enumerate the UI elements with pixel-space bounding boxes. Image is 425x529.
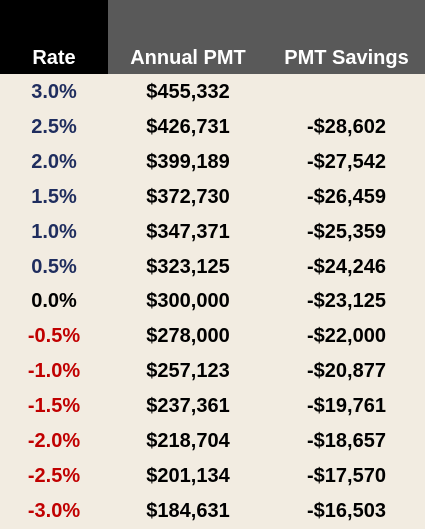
- rate: -2.0%: [27, 430, 81, 452]
- pmt-savings: -$26,459: [307, 185, 386, 208]
- rate: 1.0%: [31, 220, 77, 243]
- annual-pmt: $278,000: [146, 325, 230, 348]
- annual-pmt: $300,000: [146, 290, 230, 313]
- annual-pmt: $323,125: [146, 255, 230, 278]
- pmt-savings: -$25,359: [307, 220, 386, 243]
- header-bg: [0, 0, 108, 74]
- rate: -3.0%: [27, 499, 81, 522]
- pmt-savings: -$22,000: [307, 325, 386, 348]
- annual-pmt: $257,123: [146, 360, 230, 383]
- column-header: Rate: [32, 47, 76, 69]
- rate: -2.5%: [27, 464, 81, 487]
- column-header: PMT Savings: [284, 47, 409, 69]
- pmt-savings: -$19,761: [307, 395, 386, 418]
- annual-pmt: $426,731: [146, 115, 230, 138]
- pmt-savings: -$27,542: [307, 150, 386, 173]
- header-bg: [108, 0, 425, 74]
- pmt-savings: -$28,602: [307, 115, 386, 138]
- pmt-savings: -$16,503: [307, 499, 386, 522]
- annual-pmt: $455,332: [146, 81, 230, 103]
- rate: -0.5%: [27, 325, 81, 348]
- annual-pmt: $399,189: [146, 150, 230, 173]
- annual-pmt: $184,631: [146, 499, 230, 522]
- annual-pmt: $218,704: [146, 430, 230, 452]
- pmt-savings: -$17,570: [307, 464, 386, 487]
- rate: 0.5%: [31, 255, 77, 278]
- annual-pmt: $201,134: [146, 464, 230, 487]
- column-header: Annual PMT: [130, 47, 246, 69]
- pmt-savings: -$23,125: [307, 290, 386, 313]
- annual-pmt: $372,730: [146, 185, 230, 208]
- pmt-savings: -$20,877: [307, 360, 386, 383]
- annual-pmt: $237,361: [146, 395, 230, 418]
- annual-pmt: $347,371: [146, 220, 230, 243]
- rate: 0.0%: [31, 290, 77, 313]
- rate: 3.0%: [31, 81, 77, 103]
- rate: -1.0%: [27, 360, 81, 383]
- rate: 1.5%: [31, 185, 77, 208]
- pmt-savings: -$24,246: [307, 255, 386, 278]
- pmt-savings: -$18,657: [307, 430, 386, 452]
- rate: 2.0%: [31, 150, 77, 173]
- rate: -1.5%: [27, 395, 81, 418]
- rate: 2.5%: [31, 115, 77, 138]
